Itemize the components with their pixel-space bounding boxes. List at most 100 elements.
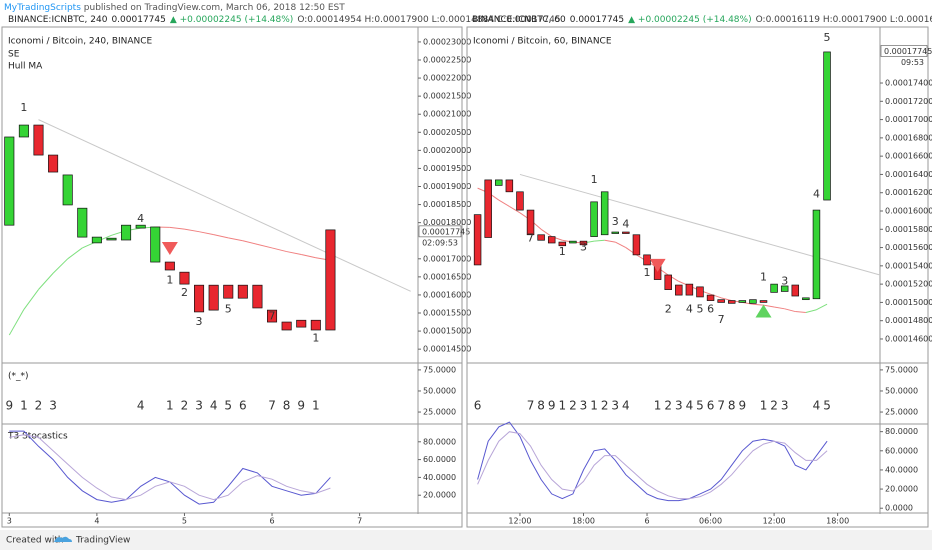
sequence-label: 7 (527, 231, 534, 244)
y-tick-label: 40.0000 (885, 465, 918, 474)
stoch-line (9, 434, 331, 501)
ma-segment (198, 231, 214, 236)
ma-segment (594, 239, 605, 242)
td-count: 9 (548, 399, 556, 413)
td-count: 4 (813, 399, 821, 413)
td-count: 5 (224, 399, 232, 413)
candle (18, 124, 29, 138)
x-tick-label: 12:00 (763, 517, 786, 526)
last-price-badge (880, 45, 928, 57)
td-count: 1 (590, 399, 598, 413)
panel-frame (466, 26, 929, 528)
ticker-ticker: BINANCE:ICNBTC, 240 (8, 15, 108, 25)
sequence-label: 1 (760, 271, 767, 284)
y-tick-label: 75.0000 (423, 365, 456, 374)
panel-frame (1, 26, 463, 528)
candle (600, 191, 609, 236)
candle (611, 231, 619, 234)
trendline (38, 119, 411, 292)
sequence-label: 2 (665, 303, 672, 316)
footer-brand[interactable]: TradingView (75, 536, 130, 546)
td-count: 3 (781, 399, 789, 413)
y-tick-label: 0.00016400 (885, 170, 932, 179)
candle (780, 285, 789, 292)
y-tick-label: 0.00015800 (885, 225, 932, 234)
candle (749, 299, 757, 304)
y-tick-label: 50.0000 (423, 386, 456, 395)
sequence-label: 1 (166, 273, 173, 286)
candle (547, 236, 556, 244)
sequence-label: 7 (269, 309, 276, 322)
y-tick-label: 50.0000 (885, 386, 918, 395)
published: published on TradingView.com, March 06, … (84, 3, 345, 13)
ma-segment (301, 253, 316, 259)
x-tick-label: 6 (269, 517, 274, 526)
td-count: 6 (239, 399, 247, 413)
y-tick-label: 80.0000 (885, 427, 918, 436)
last-price-label: 0.00017745 (422, 227, 470, 236)
ma-segment (23, 289, 39, 310)
candle (179, 271, 190, 285)
td-count: 6 (707, 399, 715, 413)
pane-title: (*_*) (8, 372, 29, 382)
ticker-line: BINANCE:ICNBTC, 240 0.00017745 ▲ +0.000022… (8, 15, 561, 25)
candle (106, 237, 117, 241)
ma-segment (540, 228, 553, 238)
ma-segment (169, 226, 185, 230)
sequence-label: 3 (580, 241, 587, 254)
author[interactable]: MyTradingScripts (4, 3, 81, 13)
td-count: 1 (760, 399, 768, 413)
footer-bar (0, 530, 932, 550)
ma-segment (213, 234, 229, 239)
x-tick-label: 18:00 (572, 517, 595, 526)
ma-segment (615, 241, 627, 249)
td-count: 3 (580, 399, 588, 413)
legend-item: SE (8, 50, 20, 60)
candle (590, 201, 598, 237)
candle (823, 51, 831, 201)
td-count: 4 (210, 399, 218, 413)
sequence-label: 2 (181, 286, 188, 299)
y-tick-label: 0.00016200 (885, 188, 932, 197)
candle (121, 224, 132, 241)
ma-segment (271, 247, 287, 253)
x-tick-label: 4 (94, 517, 99, 526)
candle (267, 309, 278, 323)
y-tick-label: 0.00017200 (885, 97, 932, 106)
sequence-label: 3 (196, 315, 203, 328)
ma-segment (721, 297, 732, 302)
td-count: 1 (20, 399, 28, 413)
chart-title: Iconomi / Bitcoin, 60, BINANCE (473, 37, 612, 47)
countdown: 02:09:53 (422, 238, 458, 247)
y-tick-label: 0.00021000 (423, 110, 471, 119)
ticker-ticker: BINANCE:ICNBTC, 60 (472, 15, 566, 25)
td-count: 2 (601, 399, 609, 413)
td-count: 8 (283, 399, 291, 413)
signal-triangle (161, 241, 178, 255)
x-tick-label: 06:00 (699, 517, 722, 526)
x-tick-label: 12:00 (508, 517, 531, 526)
td-count: 9 (5, 399, 13, 413)
candle (706, 294, 715, 301)
candle (759, 300, 768, 303)
signal-triangle (755, 304, 772, 318)
candle (237, 284, 248, 299)
candle (537, 234, 545, 241)
y-tick-label: 0.00022500 (423, 56, 471, 65)
ma-segment (67, 247, 83, 260)
candle (150, 226, 161, 263)
x-tick-label: 6 (644, 517, 649, 526)
y-tick-label: 0.00017000 (423, 254, 471, 263)
y-tick-label: 25.0000 (885, 408, 918, 417)
candle (791, 284, 800, 297)
sequence-label: 5 (696, 303, 703, 316)
y-tick-label: 0.00016000 (423, 290, 471, 299)
sequence-label: 3 (612, 215, 619, 228)
sequence-label: 4 (813, 188, 820, 201)
ma-segment (604, 239, 616, 243)
stoch-line (477, 421, 828, 502)
ma-segment (228, 237, 243, 242)
candle (558, 241, 567, 247)
y-tick-label: 0.00014500 (423, 345, 471, 354)
